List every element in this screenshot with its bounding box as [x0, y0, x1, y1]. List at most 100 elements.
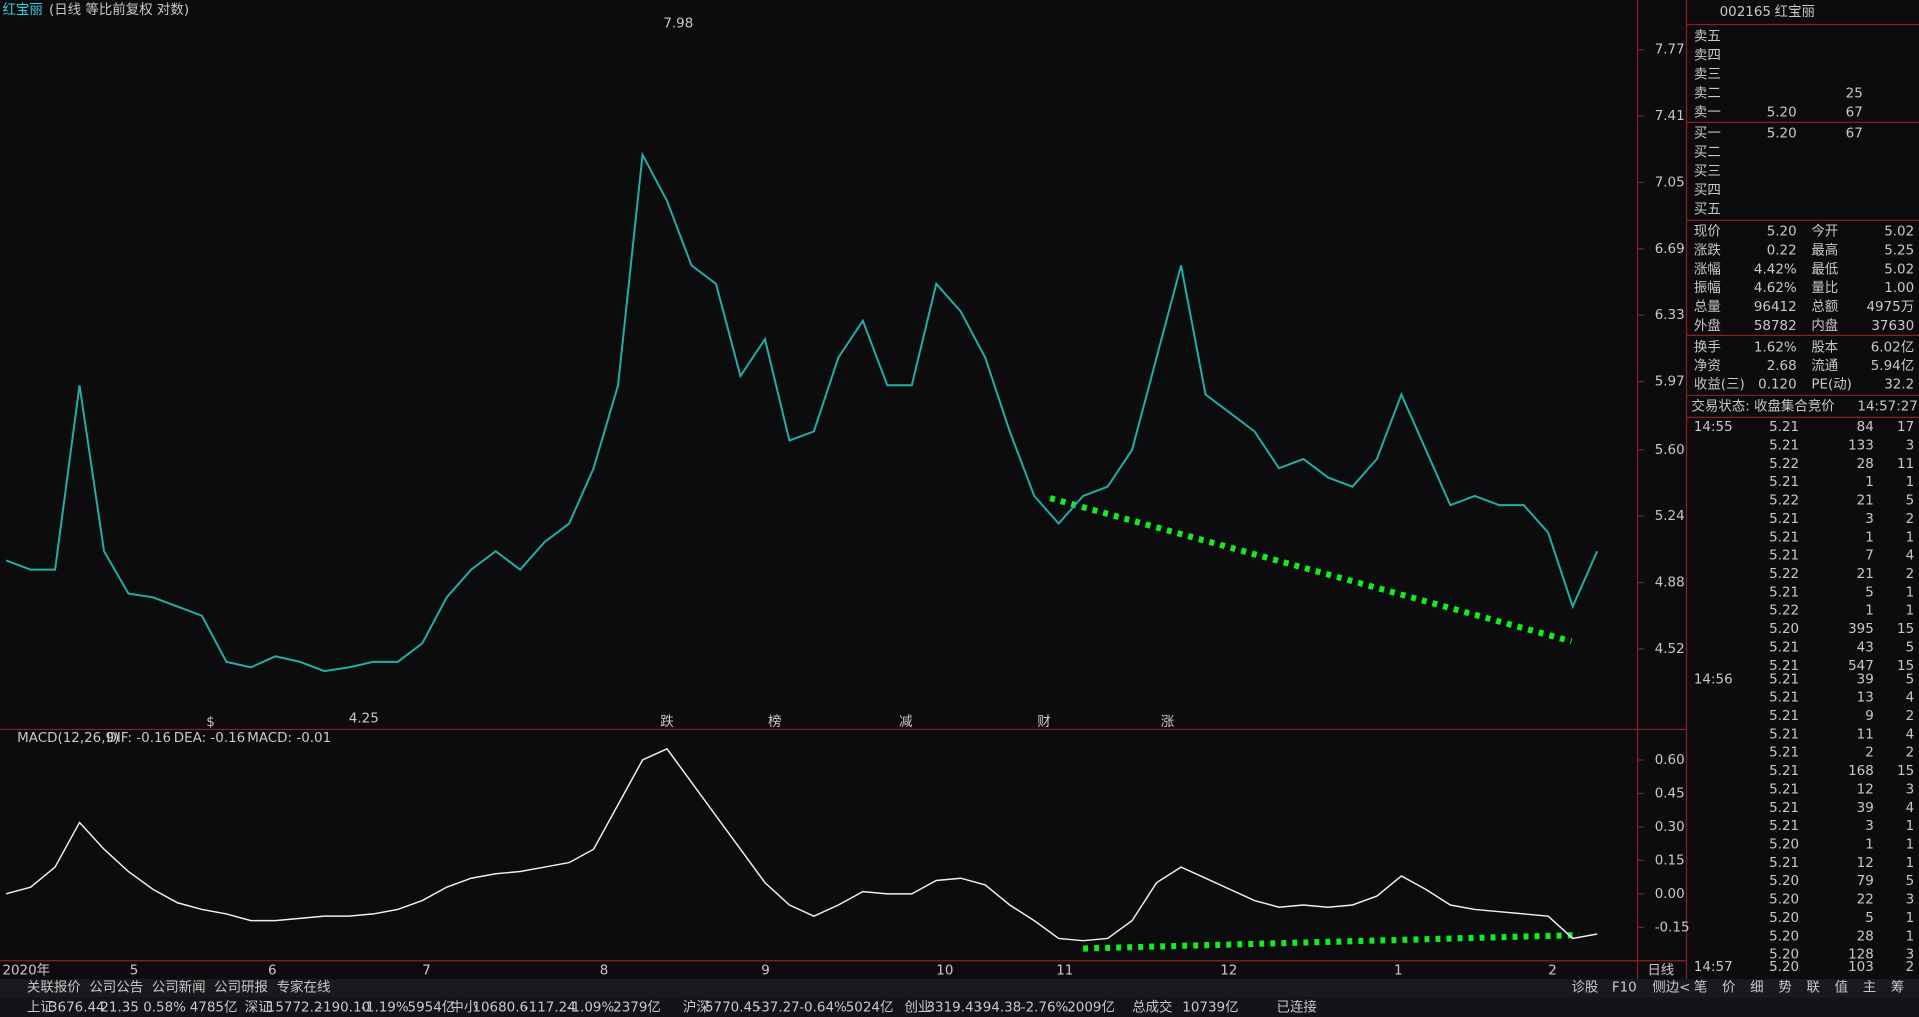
chart-mode: (日线 等比前复权 对数) — [49, 1, 189, 18]
tick-count: 11 — [1897, 457, 1914, 472]
tick-count: 1 — [1906, 856, 1915, 871]
panel-tab[interactable]: 筹 — [1891, 979, 1904, 996]
event-marker[interactable]: 涨 — [1161, 714, 1175, 730]
high-label: 7.98 — [663, 16, 693, 31]
panel-tab[interactable]: 价 — [1722, 981, 1736, 996]
tick-count: 17 — [1897, 420, 1914, 435]
tick-price: 5.22 — [1769, 604, 1799, 619]
tick-price: 5.21 — [1769, 691, 1799, 706]
tick-count: 1 — [1906, 585, 1915, 600]
tick-count: 4 — [1906, 549, 1915, 564]
event-marker[interactable]: 减 — [899, 714, 913, 730]
book-label: 卖二 — [1694, 86, 1721, 102]
tick-price: 5.21 — [1769, 530, 1799, 545]
tick-price: 5.22 — [1769, 567, 1799, 582]
tick-count: 3 — [1906, 893, 1915, 908]
stat-label: 量比 — [1811, 280, 1838, 296]
side-tab[interactable]: F10 — [1612, 981, 1637, 996]
tick-count: 1 — [1906, 475, 1915, 490]
index-field: 4785亿 — [190, 999, 238, 1015]
tick-volume: 39 — [1857, 672, 1874, 687]
tick-count: 5 — [1906, 672, 1915, 687]
tab[interactable]: 专家在线 — [277, 979, 331, 996]
stat-label: 总量 — [1694, 299, 1721, 315]
tick-price: 5.21 — [1769, 585, 1799, 600]
x-tick-label: 2 — [1548, 964, 1557, 979]
tick-volume: 7 — [1865, 549, 1874, 564]
x-tick-label: 8 — [600, 964, 609, 979]
tick-price: 5.21 — [1769, 782, 1799, 797]
event-marker[interactable]: 财 — [1037, 714, 1050, 730]
index-field: -117.24 — [524, 1000, 576, 1015]
book-label: 买二 — [1694, 144, 1721, 160]
tick-volume: 39 — [1857, 801, 1874, 816]
tick-price: 5.21 — [1769, 764, 1799, 779]
dif-line — [5, 747, 1598, 942]
tab[interactable]: 关联报价 — [27, 980, 81, 996]
tick-count: 5 — [1906, 494, 1915, 509]
book-label: 卖三 — [1694, 67, 1721, 83]
x-tick-label: 11 — [1056, 964, 1073, 979]
stat-value: 5.20 — [1767, 224, 1797, 239]
book-price: 5.20 — [1767, 106, 1797, 121]
tick-volume: 1 — [1865, 604, 1874, 619]
panel-tab[interactable]: 势 — [1778, 980, 1791, 996]
tick-volume: 5 — [1865, 585, 1874, 600]
tick-volume: 28 — [1857, 929, 1874, 944]
tick-price: 5.21 — [1769, 659, 1799, 674]
tab[interactable]: 公司新闻 — [152, 980, 206, 996]
stat-value: 58782 — [1754, 319, 1797, 334]
index-field: -190.10 — [318, 1000, 370, 1015]
macd-label: MACD: -0.01 — [247, 731, 331, 746]
side-tab[interactable]: 诊股 — [1571, 980, 1598, 996]
panel-tab[interactable]: 细 — [1750, 980, 1763, 996]
y-tick-label: -0.15 — [1655, 920, 1690, 935]
tick-count: 5 — [1906, 640, 1915, 655]
tick-price: 5.21 — [1769, 727, 1799, 742]
tab[interactable]: 公司公告 — [89, 980, 143, 996]
panel-tab[interactable]: 主 — [1863, 980, 1876, 996]
tick-price: 5.21 — [1769, 856, 1799, 871]
tab[interactable]: 公司研报 — [214, 980, 268, 996]
y-tick-label: 6.69 — [1655, 242, 1685, 257]
panel-tab[interactable]: 笔 — [1694, 980, 1707, 996]
tick-volume: 21 — [1857, 567, 1874, 582]
tick-count: 1 — [1906, 530, 1915, 545]
panel-tab[interactable]: 联 — [1806, 980, 1819, 996]
tick-price: 5.20 — [1769, 911, 1799, 926]
index-field: -1.09% — [567, 1000, 615, 1015]
y-tick-label: 6.33 — [1655, 308, 1685, 323]
trade-status: 交易状态: 收盘集合竞价 — [1691, 397, 1835, 414]
tick-count: 2 — [1906, 746, 1915, 761]
book-volume: 67 — [1846, 106, 1863, 121]
event-marker[interactable]: 榜 — [768, 713, 781, 730]
x-tick-label: 6 — [268, 964, 277, 979]
stat-label: 振幅 — [1694, 280, 1721, 296]
tick-count: 15 — [1897, 622, 1914, 637]
tick-time: 14:56 — [1694, 672, 1733, 687]
tick-price: 5.21 — [1769, 709, 1799, 724]
event-marker[interactable]: 跌 — [660, 714, 674, 730]
tick-price: 5.21 — [1769, 512, 1799, 527]
y-tick-label: 0.60 — [1655, 753, 1685, 768]
stat-label: 内盘 — [1811, 317, 1838, 334]
tick-volume: 5 — [1865, 911, 1874, 926]
side-tab[interactable]: 侧边< — [1652, 980, 1690, 996]
y-tick-label: 5.24 — [1655, 509, 1685, 524]
tick-price: 5.21 — [1769, 819, 1799, 834]
tick-volume: 12 — [1857, 782, 1874, 797]
tick-volume: 21 — [1857, 494, 1874, 509]
stat-label: 外盘 — [1694, 317, 1721, 334]
tick-count: 4 — [1906, 727, 1915, 742]
event-marker[interactable]: $ — [206, 715, 215, 730]
dea-label: DEA: -0.16 — [174, 731, 245, 746]
turnover-value: 10739亿 — [1182, 999, 1238, 1015]
book-label: 买一 — [1694, 125, 1721, 141]
tick-count: 5 — [1906, 874, 1915, 889]
tick-price: 5.21 — [1769, 640, 1799, 655]
tick-price: 5.21 — [1769, 475, 1799, 490]
tick-price: 5.20 — [1769, 960, 1799, 975]
panel-tab[interactable]: 值 — [1835, 980, 1848, 996]
stat-value: 6.02亿 — [1871, 340, 1914, 356]
